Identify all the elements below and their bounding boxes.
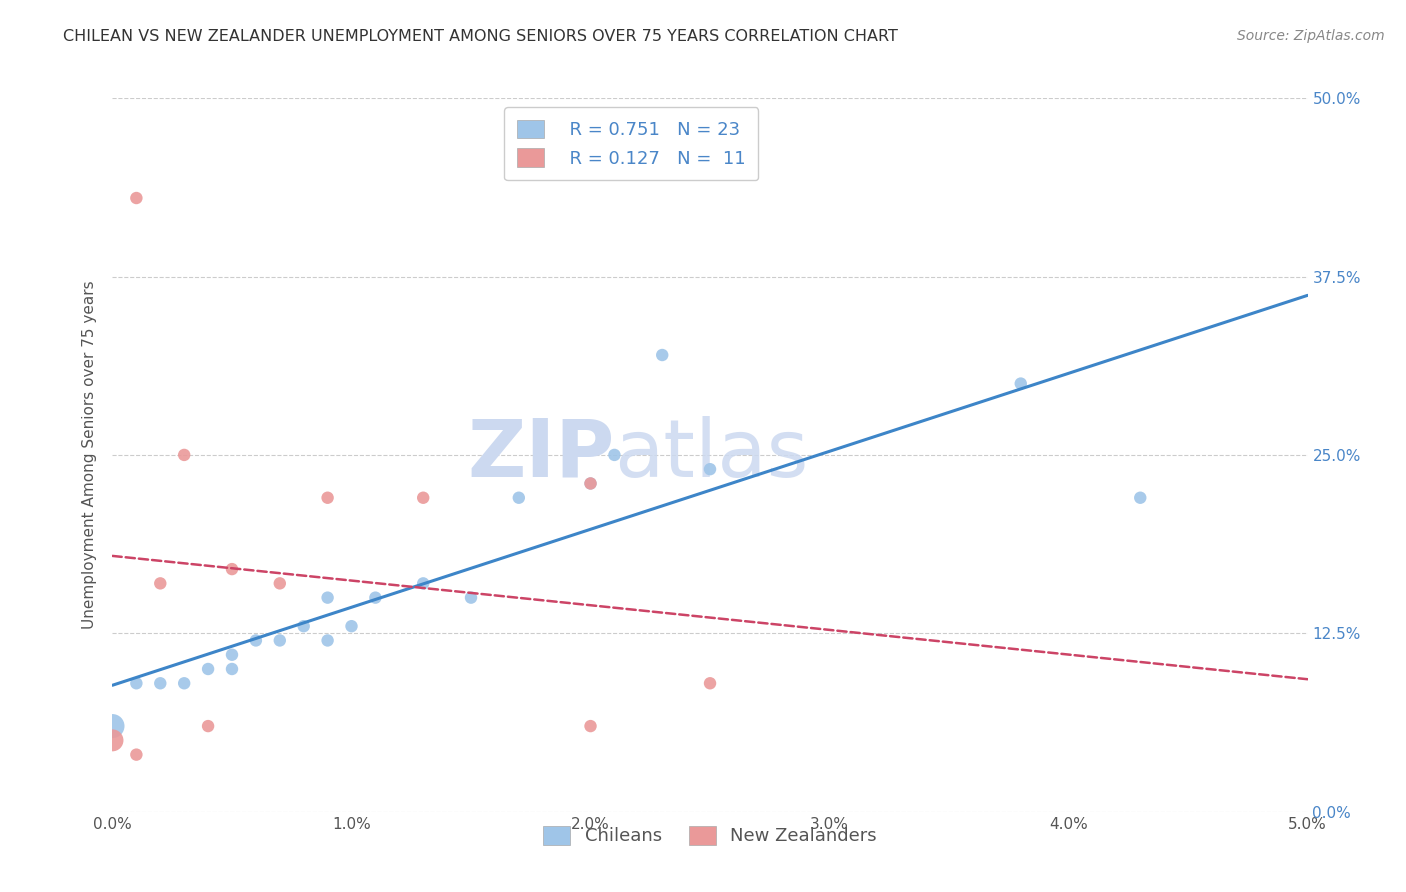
Text: ZIP: ZIP: [467, 416, 614, 494]
Point: [149, 576, 172, 591]
Point: [412, 576, 434, 591]
Point: [340, 619, 363, 633]
Point: [508, 491, 530, 505]
Point: [221, 562, 243, 576]
Point: [579, 719, 602, 733]
Point: [197, 662, 219, 676]
Point: [1129, 491, 1152, 505]
Point: [292, 619, 315, 633]
Point: [651, 348, 673, 362]
Point: [699, 462, 721, 476]
Point: [412, 491, 434, 505]
Point: [221, 648, 243, 662]
Text: atlas: atlas: [614, 416, 808, 494]
Point: [125, 191, 148, 205]
Point: [221, 662, 243, 676]
Legend: Chileans, New Zealanders: Chileans, New Zealanders: [536, 819, 884, 853]
Point: [269, 576, 291, 591]
Point: [1010, 376, 1032, 391]
Text: Source: ZipAtlas.com: Source: ZipAtlas.com: [1237, 29, 1385, 43]
Point: [316, 633, 339, 648]
Point: [101, 719, 124, 733]
Point: [364, 591, 387, 605]
Point: [149, 676, 172, 690]
Point: [101, 733, 124, 747]
Point: [173, 448, 195, 462]
Point: [579, 476, 602, 491]
Y-axis label: Unemployment Among Seniors over 75 years: Unemployment Among Seniors over 75 years: [82, 281, 97, 629]
Point: [173, 676, 195, 690]
Point: [460, 591, 482, 605]
Point: [316, 491, 339, 505]
Point: [316, 591, 339, 605]
Point: [197, 719, 219, 733]
Text: CHILEAN VS NEW ZEALANDER UNEMPLOYMENT AMONG SENIORS OVER 75 YEARS CORRELATION CH: CHILEAN VS NEW ZEALANDER UNEMPLOYMENT AM…: [63, 29, 898, 44]
Point: [603, 448, 626, 462]
Point: [125, 747, 148, 762]
Point: [125, 676, 148, 690]
Point: [579, 476, 602, 491]
Point: [699, 676, 721, 690]
Point: [269, 633, 291, 648]
Point: [245, 633, 267, 648]
